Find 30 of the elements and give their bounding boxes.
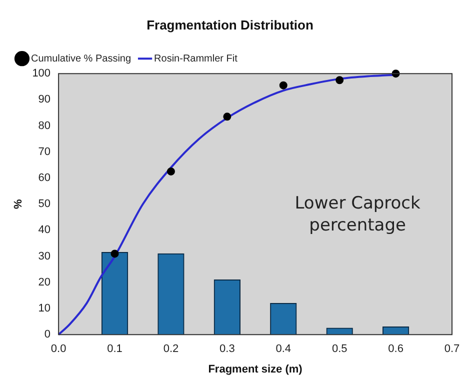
y-tick-label: 100 xyxy=(32,68,51,80)
x-tick-label: 0.0 xyxy=(50,343,66,356)
x-tick-label: 0.5 xyxy=(332,343,348,356)
x-tick-label: 0.6 xyxy=(388,343,404,356)
x-tick-label: 0.3 xyxy=(220,343,235,356)
chart-title: Fragmentation Distribution xyxy=(146,17,314,32)
annotation: Lower Caprock percentage xyxy=(294,194,421,236)
y-tick-label: 0 xyxy=(44,328,51,341)
y-tick-label: 90 xyxy=(38,94,51,106)
y-tick-label: 30 xyxy=(38,250,51,262)
y-tick-label: 40 xyxy=(38,224,51,236)
y-tick-label: 60 xyxy=(38,172,51,184)
y-axis-title: % xyxy=(12,198,25,209)
point xyxy=(110,250,119,258)
y-tick-label: 80 xyxy=(38,120,51,132)
y-tick-label: 70 xyxy=(38,146,51,158)
x-tick-label: 0.2 xyxy=(163,343,179,356)
x-tick-label: 0.4 xyxy=(276,343,292,356)
x-tick-label: 0.7 xyxy=(444,343,460,356)
x-axis-title: Fragment size (m) xyxy=(208,363,303,376)
legend-label: Cumulative % Passing xyxy=(31,53,132,64)
x-tick-label: 0.1 xyxy=(107,343,122,356)
y-tick-label: 10 xyxy=(38,302,51,315)
point xyxy=(279,81,288,90)
y-tick-label: 20 xyxy=(38,276,51,288)
point xyxy=(166,167,175,176)
point xyxy=(223,112,232,121)
y-tick-label: 50 xyxy=(38,198,51,210)
legend-label: Rosin-Rammler Fit xyxy=(154,53,238,64)
point xyxy=(336,76,344,84)
